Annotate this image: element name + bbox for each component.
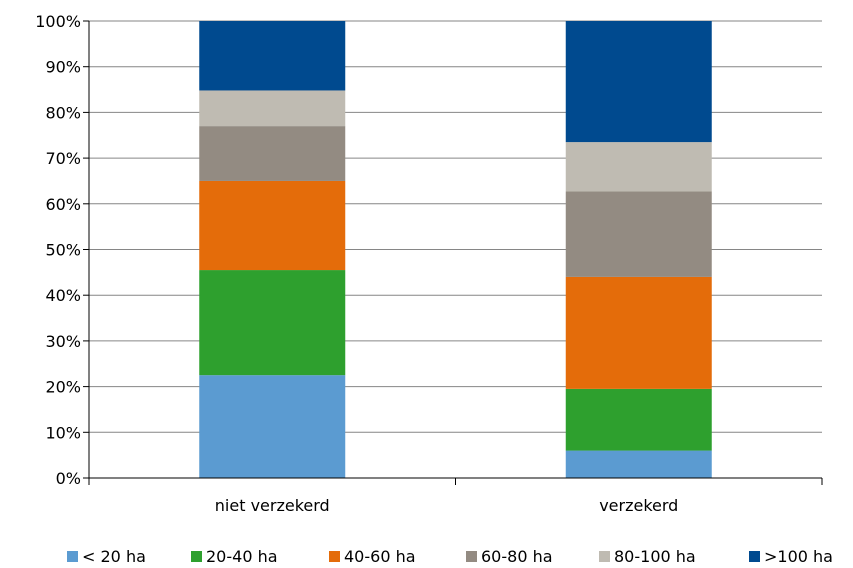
y-tick-label: 10% <box>45 423 81 442</box>
bar-segment <box>565 450 712 478</box>
axes <box>83 20 823 485</box>
legend: < 20 ha 20-40 ha 40-60 ha 60-80 ha 80-100 ha… <box>67 547 833 566</box>
bar-segment <box>199 21 346 91</box>
bar-segment <box>565 388 712 451</box>
y-tick-label: 20% <box>45 378 81 397</box>
bar-stacks <box>199 21 712 478</box>
legend-swatch <box>67 551 78 562</box>
legend-label: 40-60 ha <box>344 547 416 566</box>
bar-segment <box>199 180 346 271</box>
bar-segment <box>199 90 346 127</box>
legend-swatch <box>191 551 202 562</box>
y-tick-label: 40% <box>45 286 81 305</box>
legend-swatch <box>329 551 340 562</box>
bar-segment <box>199 270 346 376</box>
y-tick-label: 0% <box>56 469 81 488</box>
x-category-label: verzekerd <box>599 496 678 515</box>
legend-label: 20-40 ha <box>206 547 278 566</box>
legend-label: < 20 ha <box>82 547 146 566</box>
bar-segment <box>565 21 712 143</box>
bar-segment <box>199 375 346 478</box>
legend-swatch <box>749 551 760 562</box>
legend-label: 60-80 ha <box>481 547 553 566</box>
bar-segment <box>199 126 346 181</box>
legend-label: >100 ha <box>764 547 833 566</box>
legend-swatch <box>599 551 610 562</box>
y-tick-label: 30% <box>45 332 81 351</box>
x-category-label: niet verzekerd <box>215 496 330 515</box>
legend-swatch <box>466 551 477 562</box>
bar-segment <box>565 276 712 389</box>
y-tick-label: 60% <box>45 195 81 214</box>
y-tick-label: 70% <box>45 149 81 168</box>
y-tick-label: 90% <box>45 58 81 77</box>
y-axis-tick-labels: 0% 10% 20% 30% 40% 50% 60% 70% 80% 90% 100% <box>35 12 81 488</box>
y-tick-label: 100% <box>35 12 81 31</box>
x-axis-category-labels: niet verzekerd verzekerd <box>215 496 679 515</box>
legend-label: 80-100 ha <box>614 547 696 566</box>
gridlines <box>89 20 822 433</box>
bar-segment <box>565 142 712 192</box>
y-tick-label: 50% <box>45 241 81 260</box>
bar-segment <box>565 191 712 277</box>
y-tick-label: 80% <box>45 103 81 122</box>
